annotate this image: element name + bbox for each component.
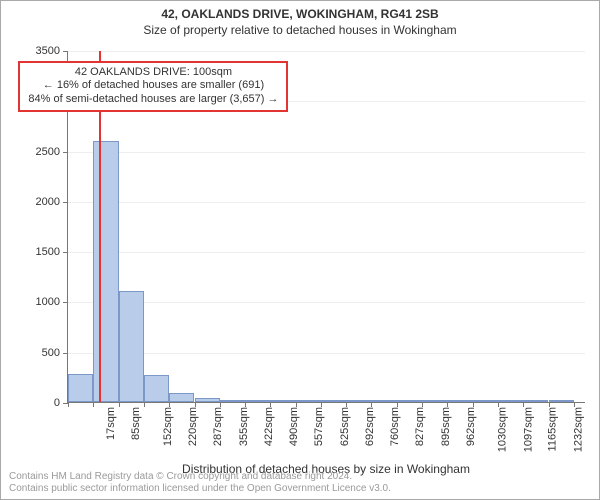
gridline — [68, 252, 585, 253]
x-tick — [270, 402, 271, 407]
attribution-footer: Contains HM Land Registry data © Crown c… — [9, 471, 391, 495]
x-tick-label: 1165sqm — [546, 407, 558, 451]
histogram-bar — [321, 400, 346, 402]
annotation-line: ← 16% of detached houses are smaller (69… — [28, 79, 278, 93]
plot: 050010001500200025003000350017sqm85sqm15… — [67, 51, 585, 403]
histogram-bar — [270, 400, 295, 402]
x-tick — [498, 402, 499, 407]
y-tick-label: 0 — [20, 397, 60, 409]
x-tick — [321, 402, 322, 407]
histogram-bar — [296, 400, 321, 402]
histogram-bar — [422, 400, 447, 402]
chart-title: 42, OAKLANDS DRIVE, WOKINGHAM, RG41 2SB — [1, 7, 599, 21]
y-tick-label: 500 — [20, 347, 60, 359]
x-tick — [422, 402, 423, 407]
y-tick — [63, 252, 68, 253]
histogram-bar — [447, 400, 472, 402]
y-tick — [63, 302, 68, 303]
x-tick — [296, 402, 297, 407]
histogram-bar — [549, 400, 574, 402]
y-tick-label: 2000 — [20, 196, 60, 208]
footer-line-1: Contains HM Land Registry data © Crown c… — [9, 471, 391, 483]
x-tick — [93, 402, 94, 407]
y-tick-label: 1000 — [20, 296, 60, 308]
plot-area: 050010001500200025003000350017sqm85sqm15… — [67, 51, 585, 403]
histogram-bar — [371, 400, 396, 402]
histogram-bar — [397, 400, 422, 402]
x-tick — [447, 402, 448, 407]
annotation-line: 84% of semi-detached houses are larger (… — [28, 93, 278, 107]
histogram-bar — [498, 400, 523, 402]
histogram-bar — [119, 291, 144, 402]
y-tick-label: 2500 — [20, 146, 60, 158]
x-tick-label: 85sqm — [131, 407, 143, 440]
property-annotation: 42 OAKLANDS DRIVE: 100sqm← 16% of detach… — [18, 61, 288, 112]
chart-container: 42, OAKLANDS DRIVE, WOKINGHAM, RG41 2SB … — [0, 0, 600, 500]
histogram-bar — [523, 400, 548, 402]
gridline — [68, 302, 585, 303]
x-tick — [245, 402, 246, 407]
y-tick-label: 1500 — [20, 246, 60, 258]
x-tick — [144, 402, 145, 407]
histogram-bar — [68, 374, 93, 402]
x-tick — [195, 402, 196, 407]
gridline — [68, 152, 585, 153]
x-tick-label: 1232sqm — [572, 407, 584, 452]
x-tick-label: 692sqm — [364, 407, 376, 446]
chart-subtitle: Size of property relative to detached ho… — [1, 23, 599, 37]
x-tick — [523, 402, 524, 407]
footer-line-2: Contains public sector information licen… — [9, 483, 391, 495]
y-tick — [63, 353, 68, 354]
histogram-bar — [346, 400, 371, 402]
x-tick — [220, 402, 221, 407]
y-tick — [63, 202, 68, 203]
x-tick-label: 287sqm — [212, 407, 224, 446]
x-tick-label: 220sqm — [187, 407, 199, 446]
y-tick — [63, 51, 68, 52]
x-tick — [169, 402, 170, 407]
annotation-line: 42 OAKLANDS DRIVE: 100sqm — [28, 66, 278, 80]
y-tick — [63, 152, 68, 153]
histogram-bar — [93, 141, 118, 402]
x-tick-label: 962sqm — [465, 407, 477, 446]
histogram-bar — [473, 400, 498, 402]
x-tick — [346, 402, 347, 407]
x-tick-label: 490sqm — [288, 407, 300, 446]
x-tick-label: 422sqm — [263, 407, 275, 446]
gridline — [68, 202, 585, 203]
x-tick-label: 760sqm — [389, 407, 401, 446]
x-tick-label: 355sqm — [238, 407, 250, 446]
x-tick-label: 1097sqm — [522, 407, 534, 452]
histogram-bar — [169, 393, 194, 402]
x-tick — [397, 402, 398, 407]
histogram-bar — [144, 375, 169, 402]
x-tick — [473, 402, 474, 407]
x-tick — [371, 402, 372, 407]
x-tick-label: 895sqm — [440, 407, 452, 446]
x-tick-label: 152sqm — [162, 407, 174, 446]
x-tick — [549, 402, 550, 407]
gridline — [68, 51, 585, 52]
x-tick-label: 1030sqm — [497, 407, 509, 452]
x-tick-label: 827sqm — [415, 407, 427, 446]
histogram-bar — [220, 400, 245, 403]
y-tick-label: 3500 — [20, 45, 60, 57]
histogram-bar — [245, 400, 270, 402]
x-tick-label: 625sqm — [339, 407, 351, 446]
x-tick-label: 17sqm — [105, 407, 117, 440]
gridline — [68, 353, 585, 354]
histogram-bar — [195, 398, 220, 402]
x-tick — [119, 402, 120, 407]
x-tick-label: 557sqm — [313, 407, 325, 446]
x-tick — [68, 402, 69, 407]
x-tick — [574, 402, 575, 407]
